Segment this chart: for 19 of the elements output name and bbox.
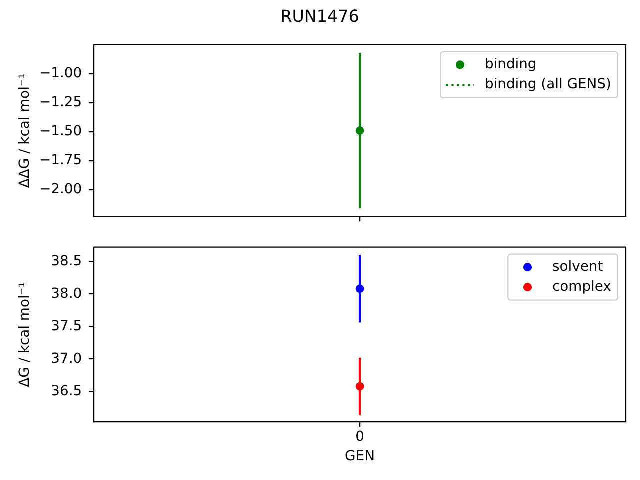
y-axis-title: ΔΔG / kcal mol⁻¹ — [16, 74, 33, 188]
y-tick-label: 36.5 — [51, 383, 82, 400]
legend-label: solvent — [552, 258, 604, 275]
chart-title: RUN1476 — [280, 5, 360, 27]
legend-label: complex — [552, 278, 612, 295]
y-tick-label: −1.50 — [40, 124, 82, 140]
y-axis-title: ΔG / kcal mol⁻¹ — [16, 282, 33, 388]
y-tick-label: 37.5 — [51, 318, 82, 334]
y-tick-label: −1.00 — [40, 66, 82, 82]
x-tick-label: 0 — [356, 429, 364, 446]
y-tick-label: −1.25 — [40, 94, 82, 111]
legend-label: binding — [484, 56, 537, 73]
y-tick-label: 37.0 — [51, 350, 82, 367]
legend-label: binding (all GENS) — [484, 76, 612, 93]
x-axis-title: GEN — [345, 448, 375, 464]
y-tick-label: −2.00 — [40, 182, 82, 198]
y-tick-label: 38.5 — [51, 253, 82, 270]
y-tick-label: −1.75 — [40, 152, 82, 169]
y-tick-label: 38.0 — [51, 286, 82, 302]
